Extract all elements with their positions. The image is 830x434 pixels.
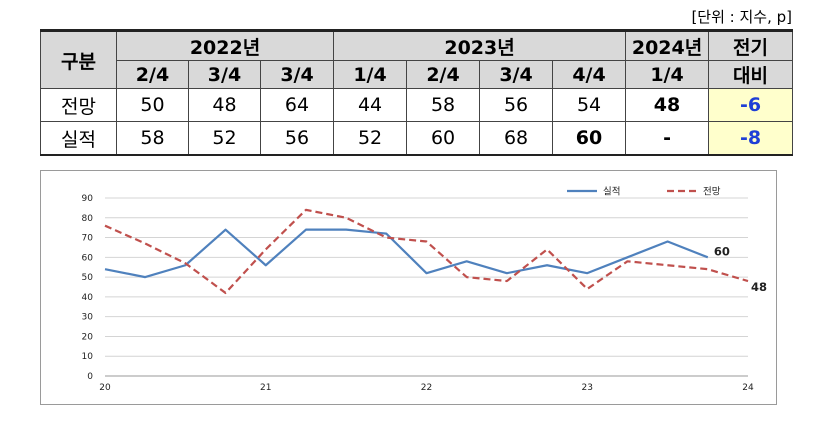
- legend-label: 실적: [603, 186, 620, 198]
- x-tick-label: 23: [582, 383, 593, 393]
- table-cell: 50: [116, 88, 189, 122]
- x-tick-label: 24: [742, 383, 754, 393]
- table-cell: 60: [406, 121, 481, 156]
- table-cell: 58: [406, 88, 481, 122]
- end-value-label: 48: [751, 280, 767, 294]
- line-chart-panel: 0 10 20 30 40 50 60 70 80 90 20 21 22 23 24 60 48 실적 전망: [40, 170, 777, 405]
- table-cell: 48: [188, 88, 261, 122]
- table-row-actual: 실적 58 52 56 52 60 68 60 - -8: [40, 121, 794, 156]
- table-cell-highlight: 48: [625, 88, 710, 122]
- table-cell: -: [625, 121, 710, 156]
- y-tick-label: 70: [82, 234, 94, 244]
- change-cell-outlook: -6: [708, 88, 794, 122]
- category-header: 구분: [40, 29, 117, 89]
- quarter-header: 1/4: [625, 60, 710, 89]
- legend-label: 전망: [703, 187, 721, 198]
- line-chart: 0 10 20 30 40 50 60 70 80 90 20 21 22 23 24 60 48 실적 전망: [82, 186, 767, 394]
- table-cell: 64: [259, 88, 335, 122]
- quarter-header: 2/4: [406, 60, 481, 89]
- unit-label: [단위 : 지수, p]: [691, 8, 792, 26]
- year-header-2024: 2024년: [625, 29, 710, 61]
- year-header-2022: 2022년: [115, 29, 335, 61]
- x-tick-label: 21: [260, 383, 271, 393]
- quarter-header: 3/4: [188, 60, 261, 89]
- y-tick-label: 0: [87, 372, 93, 382]
- quarter-header: 3/4: [479, 60, 554, 89]
- table-cell: 56: [479, 88, 554, 122]
- x-tick-label: 22: [421, 383, 432, 393]
- y-tick-label: 60: [82, 253, 94, 263]
- table-cell: 56: [259, 121, 335, 156]
- row-label-actual: 실적: [40, 121, 117, 156]
- end-value-label: 60: [714, 244, 730, 258]
- table-cell: 54: [552, 88, 627, 122]
- quarter-header: 2/4: [116, 60, 189, 89]
- quarter-header: 4/4: [552, 60, 627, 89]
- table-cell: 52: [188, 121, 261, 156]
- change-header-line1: 전기: [708, 29, 794, 61]
- y-tick-label: 40: [82, 293, 94, 303]
- table-row-outlook: 전망 50 48 64 44 58 56 54 48 -6: [40, 88, 794, 122]
- quarter-header: 1/4: [333, 60, 408, 89]
- table-cell-highlight: 60: [552, 121, 627, 156]
- year-header-2023: 2023년: [333, 29, 627, 61]
- y-tick-label: 80: [82, 214, 94, 224]
- y-tick-label: 10: [82, 352, 94, 362]
- table-cell: 52: [333, 121, 408, 156]
- change-cell-actual: -8: [708, 121, 794, 156]
- series-line-actual: [104, 228, 709, 279]
- quarter-header: 3/4: [259, 60, 335, 89]
- y-tick-label: 20: [82, 332, 94, 342]
- table-cell: 44: [333, 88, 408, 122]
- table-cell: 58: [116, 121, 189, 156]
- series-line-outlook: [104, 208, 749, 295]
- row-label-outlook: 전망: [40, 88, 117, 122]
- x-tick-label: 20: [99, 383, 111, 393]
- y-tick-label: 90: [82, 194, 94, 204]
- change-header-line2: 대비: [708, 60, 794, 89]
- summary-table: 구분 2022년 2023년 2024년 전기 2/4 3/4 3/4 1/4 …: [40, 29, 794, 156]
- table-cell: 68: [479, 121, 554, 156]
- y-tick-label: 50: [82, 273, 94, 283]
- y-tick-label: 30: [82, 313, 94, 323]
